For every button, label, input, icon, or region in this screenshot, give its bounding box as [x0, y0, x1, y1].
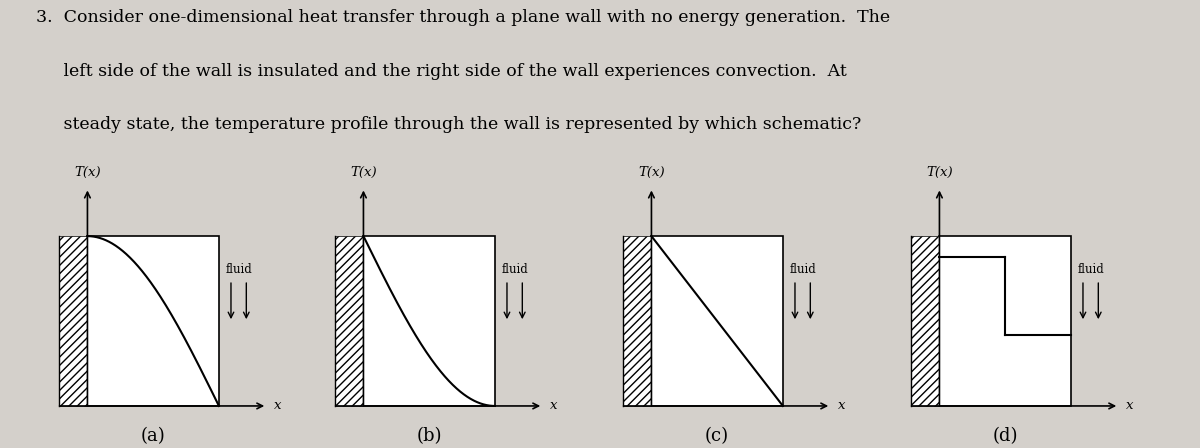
Text: x: x [274, 400, 281, 413]
Bar [364, 236, 494, 406]
Text: (c): (c) [706, 427, 730, 445]
Text: x: x [550, 400, 557, 413]
Text: fluid: fluid [1078, 263, 1104, 276]
Bar [652, 236, 782, 406]
Text: fluid: fluid [502, 263, 528, 276]
Text: (d): (d) [992, 427, 1018, 445]
Text: T(x): T(x) [74, 166, 101, 179]
Text: (a): (a) [140, 427, 166, 445]
Text: steady state, the temperature profile through the wall is represented by which s: steady state, the temperature profile th… [36, 116, 862, 134]
Bar [88, 236, 218, 406]
Text: T(x): T(x) [926, 166, 953, 179]
Text: fluid: fluid [790, 263, 816, 276]
Text: T(x): T(x) [638, 166, 665, 179]
Text: x: x [838, 400, 845, 413]
Text: 3.  Consider one-dimensional heat transfer through a plane wall with no energy g: 3. Consider one-dimensional heat transfe… [36, 9, 890, 26]
Text: fluid: fluid [226, 263, 252, 276]
Text: x: x [1126, 400, 1133, 413]
Text: (b): (b) [416, 427, 442, 445]
Bar [940, 236, 1070, 406]
Text: left side of the wall is insulated and the right side of the wall experiences co: left side of the wall is insulated and t… [36, 63, 847, 80]
Text: T(x): T(x) [350, 166, 377, 179]
